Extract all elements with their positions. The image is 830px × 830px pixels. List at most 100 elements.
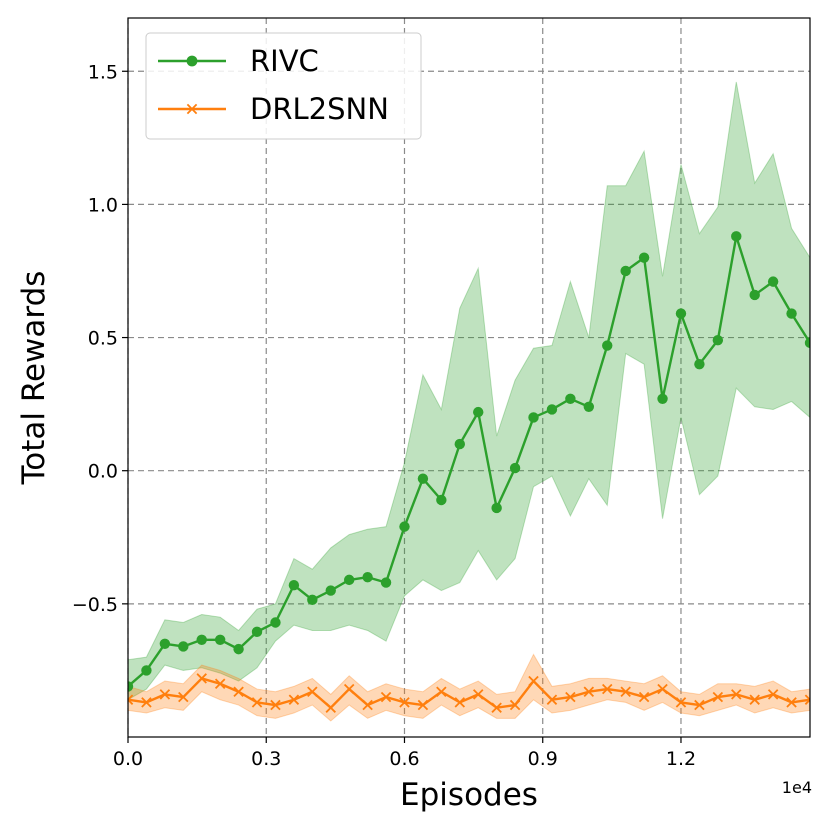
x-tick-label: 0.0 (113, 748, 143, 770)
drl2snn-point (546, 694, 558, 705)
rivc-point (417, 473, 429, 484)
drl2snn-point (583, 686, 595, 697)
y-tick-label: 0.5 (88, 328, 118, 350)
drl2snn-confidence-band (128, 653, 810, 722)
y-axis-label: Total Rewards (16, 271, 52, 486)
rivc-point (399, 521, 410, 532)
drl2snn-point (251, 697, 263, 708)
rivc-point (638, 252, 650, 263)
legend-label-drl2snn: DRL2SNN (250, 92, 389, 126)
rivc-point (178, 641, 189, 652)
rivc-point (128, 681, 134, 692)
drl2snn-point (694, 699, 705, 711)
drl2snn-point (638, 691, 650, 703)
rivc-point (307, 594, 318, 606)
drl2snn-point (141, 697, 152, 708)
x-tick-label: 1.2 (666, 748, 696, 770)
drl2snn-point (749, 694, 760, 705)
drl2snn-point (786, 697, 797, 708)
rivc-point (767, 276, 779, 287)
drl2snn-point (528, 675, 539, 687)
rivc-point (454, 438, 465, 450)
x-tick-label: 0.9 (528, 748, 558, 770)
rivc-point (509, 462, 521, 474)
drl2snn-point (472, 689, 484, 700)
legend-marker-drl2snn (186, 103, 198, 115)
rivc-point (749, 289, 760, 301)
drl2snn-point (417, 699, 429, 711)
rivc-point (675, 308, 687, 319)
x-axis-label: Episodes (400, 777, 538, 813)
legend-box (145, 32, 422, 140)
drl2snn-point (399, 697, 410, 708)
rivc-point (602, 340, 613, 351)
x-tick-label: 0.6 (389, 748, 419, 770)
drl2snn-point (731, 689, 742, 700)
drl2snn-point (767, 689, 779, 700)
rivc-point (804, 337, 810, 349)
x-axis-offset-label: 1e4 (782, 778, 812, 797)
drl2snn-point (196, 673, 207, 684)
drl2snn-point (491, 702, 502, 713)
rivc-point (786, 308, 797, 319)
drl2snn-point (380, 691, 392, 703)
y-tick-label: 1.0 (88, 194, 118, 216)
rivc-point (141, 665, 152, 676)
rivc-point (288, 580, 300, 591)
drl2snn-point (602, 683, 613, 695)
drl2snn-point (620, 686, 631, 697)
drl2snn-point (675, 697, 687, 708)
axis-ticks: 0.0 0.3 0.6 0.9 1.2 −0.5 0.0 0.5 1.0 1.5 (72, 61, 696, 770)
rivc-point (565, 393, 576, 405)
legend-label-rivc: RIVC (250, 44, 319, 78)
rivc-point (491, 502, 502, 514)
rivc-point (473, 406, 484, 418)
drl2snn-point (233, 686, 244, 697)
rivc-point (620, 265, 631, 277)
rivc-point (325, 585, 336, 596)
rivc-point (159, 638, 171, 649)
rivc-point (583, 401, 595, 412)
rivc-point (712, 335, 724, 346)
rivc-point (233, 643, 244, 655)
series-lines (128, 231, 810, 713)
drl2snn-point (712, 691, 724, 703)
drl2snn-line (128, 677, 810, 709)
drl2snn-point (159, 689, 171, 700)
legend-item-drl2snn: DRL2SNN (158, 92, 389, 126)
drl2snn-point (343, 683, 355, 695)
legend-item-rivc: RIVC (158, 44, 319, 78)
drl2snn-point (214, 678, 226, 689)
y-tick-label: −0.5 (72, 594, 118, 616)
rivc-point (528, 412, 539, 423)
drl2snn-point (178, 691, 189, 703)
rivc-point (657, 393, 668, 405)
plot-frame (127, 17, 811, 738)
drl2snn-point (325, 702, 336, 713)
drl2snn-point (804, 694, 810, 705)
rivc-point (694, 358, 705, 370)
drl2snn-point (270, 699, 281, 711)
rivc-point (251, 626, 263, 638)
legend-marker-rivc (186, 55, 198, 67)
rivc-point (362, 572, 373, 583)
rivc-point (380, 577, 392, 588)
drl2snn-point (288, 694, 300, 705)
rivc-point (546, 404, 558, 415)
drl2snn-point (565, 691, 576, 703)
rivc-point (214, 634, 226, 646)
rivc-point (731, 231, 742, 242)
x-tick-label: 0.3 (251, 748, 281, 770)
confidence-bands (128, 81, 810, 722)
y-tick-label: 0.0 (88, 461, 118, 483)
legend: RIVC DRL2SNN (145, 32, 422, 140)
drl2snn-point (454, 697, 466, 708)
drl2snn-point (362, 699, 373, 711)
drl2snn-point (436, 686, 447, 697)
rivc-confidence-band (128, 81, 810, 701)
drl2snn-point (307, 686, 318, 697)
rivc-point (270, 617, 281, 628)
rivc-point (343, 574, 355, 586)
y-tick-label: 1.5 (88, 61, 118, 83)
